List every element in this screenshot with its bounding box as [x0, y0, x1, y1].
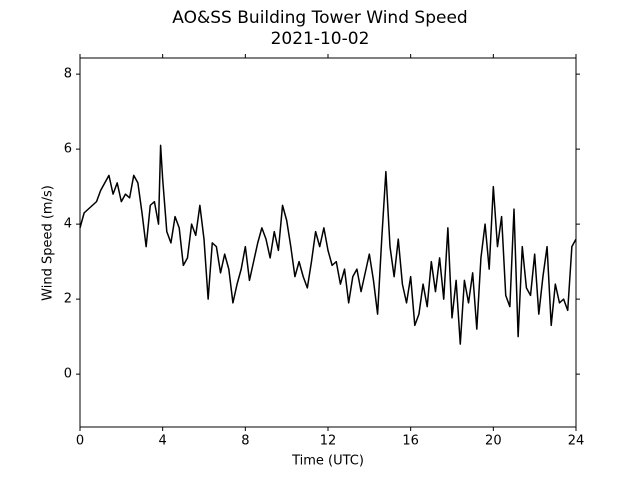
x-tick-label: 4	[159, 434, 167, 449]
y-tick-label: 6	[64, 142, 72, 157]
x-tick-label: 24	[568, 434, 585, 449]
plot-frame	[79, 57, 577, 428]
y-tick-label: 4	[64, 217, 72, 232]
y-tick-label: 2	[64, 292, 72, 307]
x-tick-label: 0	[76, 434, 84, 449]
y-tick-label: 8	[64, 67, 72, 82]
data-line	[79, 144, 577, 345]
x-tick-label: 12	[320, 434, 337, 449]
chart-title: AO&SS Building Tower Wind Speed	[172, 8, 467, 28]
x-tick-label: 8	[241, 434, 249, 449]
x-axis-label: Time (UTC)	[291, 454, 364, 469]
x-tick-label: 20	[485, 434, 502, 449]
x-tick-label: 16	[402, 434, 419, 449]
y-tick-label: 0	[64, 367, 72, 382]
y-axis-label: Wind Speed (m/s)	[41, 185, 56, 301]
chart-subtitle: 2021-10-02	[271, 29, 370, 49]
